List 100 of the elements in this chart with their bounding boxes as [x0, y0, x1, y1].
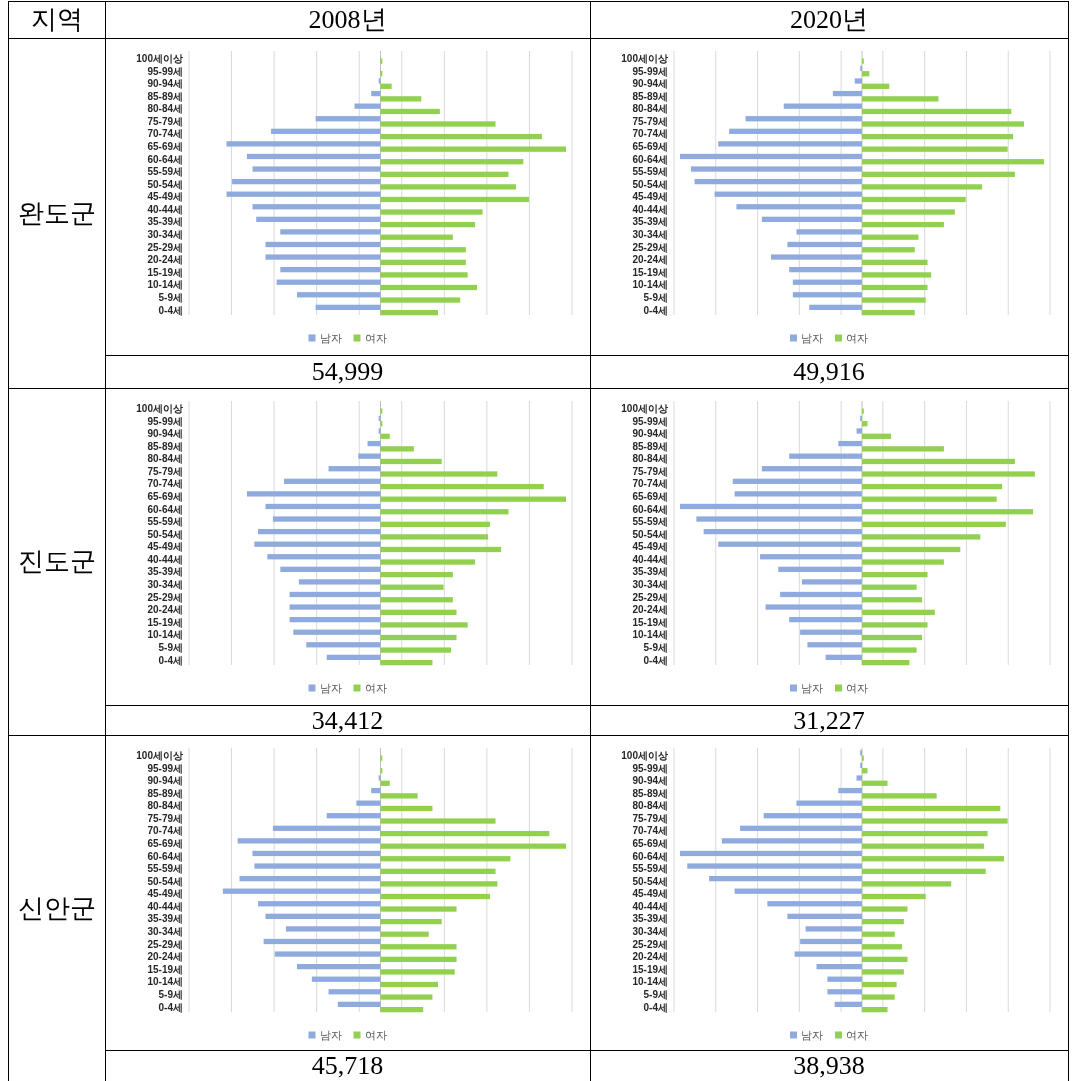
y-tick-label: 65-69세	[632, 838, 668, 850]
bar	[862, 310, 915, 316]
y-tick-label: 30-34세	[632, 926, 668, 938]
bar	[356, 800, 381, 806]
y-tick-label: 30-34세	[632, 229, 668, 241]
bar	[380, 146, 566, 152]
y-tick-label: 60-64세	[632, 153, 668, 165]
bar	[380, 284, 477, 291]
y-tick-label: 95-99세	[632, 762, 668, 774]
bar	[265, 913, 381, 919]
legend-label: 남자	[801, 682, 823, 694]
legend-label: 남자	[319, 332, 342, 344]
bar	[862, 956, 908, 962]
text: 54,999	[311, 357, 384, 386]
y-tick-label: 35-39세	[632, 913, 668, 925]
y-tick-label: 60-64세	[632, 503, 668, 515]
bar	[832, 90, 862, 97]
bar	[680, 153, 862, 160]
bar	[862, 780, 888, 786]
bar	[380, 931, 429, 937]
y-tick-label: 35-39세	[632, 216, 668, 228]
text: 신안군	[17, 893, 96, 923]
y-tick-label: 20-24세	[632, 604, 668, 616]
bar	[862, 71, 870, 77]
bar	[380, 184, 516, 190]
y-tick-label: 25-29세	[632, 591, 668, 603]
bar	[838, 440, 862, 447]
legend-label: 여자	[846, 332, 868, 344]
legend-label: 여자	[846, 1029, 868, 1041]
y-tick-label: 55-59세	[147, 166, 183, 178]
bar	[809, 304, 862, 310]
bar	[827, 976, 862, 982]
bar	[862, 483, 1003, 490]
y-tick-label: 90-94세	[147, 78, 183, 90]
bar	[761, 216, 862, 222]
y-tick-label: 75-79세	[632, 812, 668, 824]
bar	[380, 546, 502, 553]
bar	[326, 654, 381, 660]
y-tick-label: 65-69세	[632, 491, 668, 503]
y-tick-label: 10-14세	[147, 976, 183, 988]
y-tick-label: 55-59세	[632, 166, 668, 178]
bar	[800, 938, 862, 945]
y-tick-label: 45-49세	[632, 541, 668, 553]
bar	[862, 994, 895, 1000]
bar	[276, 279, 381, 285]
bar	[380, 471, 498, 477]
bar	[838, 787, 862, 794]
y-tick-label: 80-84세	[147, 103, 183, 115]
bar	[380, 221, 476, 228]
bar	[862, 259, 928, 265]
bar	[862, 221, 944, 228]
legend-label: 여자	[846, 682, 868, 694]
y-tick-label: 30-34세	[147, 229, 183, 241]
bar	[380, 805, 433, 812]
y-tick-label: 50-54세	[632, 178, 668, 190]
bar	[258, 528, 381, 535]
bar	[694, 178, 862, 185]
bar	[315, 116, 381, 122]
y-tick-label: 65-69세	[632, 141, 668, 153]
bar	[740, 825, 862, 831]
bar	[721, 838, 862, 844]
bar	[761, 466, 862, 472]
y-tick-label: 25-29세	[632, 241, 668, 253]
legend-label: 남자	[319, 682, 342, 694]
bar	[796, 800, 862, 806]
bar	[280, 566, 381, 572]
bar	[862, 83, 890, 89]
bar	[862, 622, 928, 628]
bar	[380, 981, 439, 988]
y-tick-label: 70-74세	[632, 128, 668, 140]
y-tick-label: 70-74세	[632, 825, 668, 837]
bar	[771, 254, 862, 260]
bar	[805, 926, 862, 932]
bar	[862, 509, 1034, 515]
y-tick-label: 40-44세	[147, 203, 183, 215]
bar	[714, 191, 862, 197]
y-tick-label: 65-69세	[147, 838, 183, 850]
y-tick-label: 50-54세	[147, 875, 183, 887]
bar	[690, 166, 862, 172]
bar	[380, 234, 453, 240]
bar	[862, 247, 915, 253]
y-tick-label: 35-39세	[147, 913, 183, 925]
bar	[862, 647, 917, 653]
bar	[862, 534, 981, 540]
bar	[792, 292, 862, 298]
bar	[792, 279, 862, 285]
y-tick-label: 80-84세	[147, 453, 183, 465]
bar	[862, 969, 904, 975]
bar	[380, 433, 390, 439]
y-tick-label: 10-14세	[632, 976, 668, 988]
bar	[380, 171, 509, 177]
y-tick-label: 75-79세	[147, 465, 183, 477]
bar	[763, 813, 862, 819]
bar	[862, 830, 988, 837]
y-tick-label: 0-4세	[643, 1001, 668, 1013]
bar	[718, 141, 862, 147]
y-tick-label: 100세이상	[621, 53, 668, 64]
legend-label: 남자	[801, 332, 823, 344]
y-tick-label: 60-64세	[147, 850, 183, 862]
bar	[380, 559, 476, 565]
